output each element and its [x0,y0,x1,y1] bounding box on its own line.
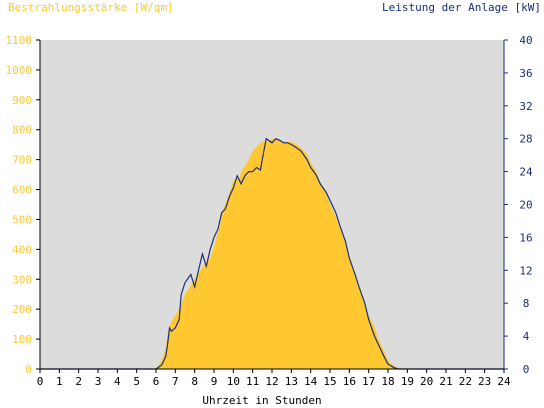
left-tick-label: 700 [12,154,32,167]
x-tick-label: 10 [227,375,240,388]
x-tick-label: 5 [133,375,140,388]
x-tick-label: 19 [401,375,414,388]
right-tick-label: 12 [519,264,532,277]
right-tick-label: 36 [519,67,532,80]
x-tick-label: 17 [362,375,375,388]
x-tick-label: 15 [323,375,336,388]
right-tick-label: 24 [519,166,533,179]
x-tick-label: 8 [191,375,198,388]
left-tick-label: 400 [12,243,32,256]
x-tick-label: 20 [420,375,433,388]
left-tick-label: 900 [12,94,32,107]
x-tick-label: 12 [265,375,278,388]
right-tick-label: 0 [523,363,530,376]
irradiance-area [40,138,504,369]
left-axis-title: Bestrahlungsstärke [W/qm] [8,1,174,14]
x-tick-label: 1 [56,375,63,388]
x-tick-label: 0 [37,375,44,388]
left-tick-label: 100 [12,333,32,346]
x-axis-title: Uhrzeit in Stunden [202,394,321,407]
x-tick-label: 14 [304,375,318,388]
x-tick-label: 7 [172,375,179,388]
x-tick-label: 16 [343,375,356,388]
left-tick-label: 600 [12,184,32,197]
right-tick-label: 28 [519,133,532,146]
left-tick-label: 1000 [6,64,33,77]
x-tick-label: 4 [114,375,121,388]
x-tick-label: 18 [381,375,394,388]
x-tick-label: 13 [285,375,298,388]
left-tick-label: 1100 [6,34,33,47]
x-tick-label: 2 [75,375,82,388]
right-axis-title: Leistung der Anlage [kW] [382,1,541,14]
right-tick-label: 16 [519,231,532,244]
left-tick-label: 300 [12,273,32,286]
x-tick-label: 21 [439,375,452,388]
x-tick-label: 6 [153,375,160,388]
x-tick-label: 9 [211,375,218,388]
left-tick-label: 200 [12,303,32,316]
right-tick-label: 8 [523,297,530,310]
left-tick-label: 0 [25,363,32,376]
x-tick-label: 3 [95,375,102,388]
x-tick-label: 11 [246,375,259,388]
left-tick-label: 500 [12,213,32,226]
right-tick-label: 4 [523,330,530,343]
right-tick-label: 40 [519,34,532,47]
left-tick-label: 800 [12,124,32,137]
x-tick-label: 24 [497,375,511,388]
x-tick-label: 22 [459,375,472,388]
right-tick-label: 32 [519,100,532,113]
x-tick-label: 23 [478,375,491,388]
power-line [40,137,504,370]
right-tick-label: 20 [519,199,532,212]
